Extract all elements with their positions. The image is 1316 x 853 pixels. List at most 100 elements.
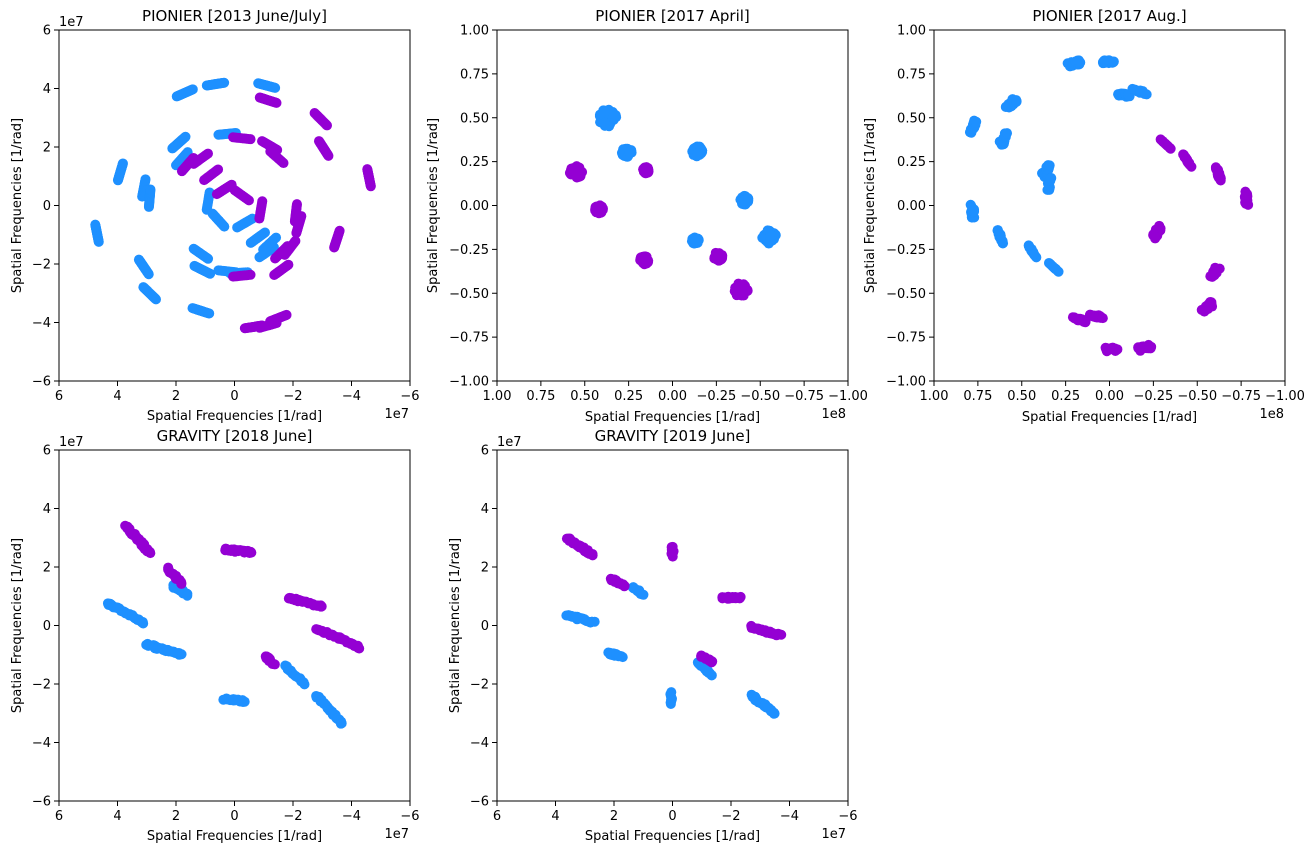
x-axis-exponent: 1e7 bbox=[821, 827, 846, 842]
y-tick-label: 6 bbox=[43, 24, 51, 39]
data-point-b bbox=[365, 181, 376, 192]
y-tick-label: −6 bbox=[32, 375, 51, 390]
data-point-a bbox=[180, 131, 191, 142]
data-point-b bbox=[291, 227, 302, 238]
x-tick-label: −2 bbox=[283, 809, 302, 824]
data-point-b bbox=[641, 257, 652, 268]
y-tick-label: −4 bbox=[32, 736, 51, 751]
y-tick-label: 1.00 bbox=[897, 24, 926, 39]
data-point-b bbox=[270, 253, 281, 264]
x-axis-exponent: 1e7 bbox=[384, 407, 409, 422]
y-axis-exponent: 1e7 bbox=[497, 435, 522, 450]
y-tick-label: 1.00 bbox=[460, 24, 489, 39]
data-point-a bbox=[1011, 95, 1022, 106]
y-tick-label: 0.75 bbox=[897, 67, 926, 82]
y-tick-label: −1.00 bbox=[449, 375, 489, 390]
x-tick-label: 0.25 bbox=[614, 389, 643, 404]
data-point-a bbox=[765, 234, 776, 245]
data-point-a bbox=[638, 589, 649, 600]
y-tick-label: −1.00 bbox=[886, 375, 926, 390]
data-point-b bbox=[1186, 161, 1197, 172]
x-tick-label: −0.50 bbox=[1177, 389, 1217, 404]
x-axis-label: Spatial Frequencies [1/rad] bbox=[147, 409, 322, 424]
data-point-a bbox=[207, 208, 218, 219]
data-point-a bbox=[138, 282, 149, 293]
panel-title: PIONIER [2017 Aug.] bbox=[1032, 7, 1186, 25]
y-tick-label: 0.50 bbox=[897, 111, 926, 126]
data-point-b bbox=[711, 248, 722, 259]
y-axis-label: Spatial Frequencies [1/rad] bbox=[448, 538, 463, 713]
data-points bbox=[90, 77, 376, 334]
x-tick-label: 4 bbox=[113, 809, 121, 824]
data-point-a bbox=[188, 243, 199, 254]
x-tick-label: −0.75 bbox=[784, 389, 824, 404]
axis-ticks: 6 4 2 0 −2 −4 −6 −6 −4 −2 0 2 4 6 bbox=[32, 444, 420, 825]
data-point-b bbox=[323, 150, 334, 161]
y-axis-label: Spatial Frequencies [1/rad] bbox=[10, 118, 25, 293]
data-point-a bbox=[176, 649, 187, 660]
y-axis-exponent: 1e7 bbox=[59, 15, 84, 30]
y-tick-label: −4 bbox=[32, 316, 51, 331]
data-point-a bbox=[992, 225, 1003, 236]
data-point-b bbox=[202, 148, 213, 159]
y-tick-label: −2 bbox=[470, 678, 489, 693]
data-point-a bbox=[182, 590, 193, 601]
data-point-a bbox=[187, 84, 198, 95]
y-tick-label: −2 bbox=[32, 678, 51, 693]
data-point-a bbox=[258, 244, 269, 255]
panel-title: PIONIER [2017 April] bbox=[595, 7, 750, 25]
y-tick-label: −0.50 bbox=[449, 287, 489, 302]
x-tick-label: −4 bbox=[342, 389, 361, 404]
x-axis-label: Spatial Frequencies [1/rad] bbox=[147, 829, 322, 844]
y-tick-label: −0.75 bbox=[886, 331, 926, 346]
x-tick-label: 2 bbox=[610, 809, 618, 824]
x-tick-label: 0.75 bbox=[526, 389, 555, 404]
x-tick-label: −4 bbox=[342, 809, 361, 824]
panel-pionier-2013: PIONIER [2013 June/July] 6 4 2 0 −2 −4 −6 −6 −4 −… bbox=[10, 7, 420, 424]
x-axis-exponent: 1e8 bbox=[1259, 407, 1284, 422]
data-point-b bbox=[246, 547, 257, 558]
y-axis-label: Spatial Frequencies [1/rad] bbox=[863, 118, 878, 293]
data-point-b bbox=[213, 164, 224, 175]
data-point-a bbox=[1141, 89, 1152, 100]
x-tick-label: −0.75 bbox=[1221, 389, 1261, 404]
data-point-a bbox=[299, 679, 310, 690]
data-point-a bbox=[739, 195, 750, 206]
y-tick-label: −0.50 bbox=[886, 287, 926, 302]
panel-pionier-2017-april: PIONIER [2017 April] 1.00 0.75 0.50 0.25 0.0… bbox=[426, 7, 868, 425]
x-tick-label: 6 bbox=[55, 389, 63, 404]
data-point-b bbox=[254, 322, 265, 333]
data-point-b bbox=[278, 158, 289, 169]
x-axis-label: Spatial Frequencies [1/rad] bbox=[585, 410, 760, 425]
data-point-b bbox=[176, 578, 187, 589]
y-axis-exponent: 1e7 bbox=[59, 435, 84, 450]
axis-ticks: 1.00 0.75 0.50 0.25 0.00 −0.25 −0.50 −0.75 −1.00… bbox=[449, 24, 868, 405]
data-point-a bbox=[254, 252, 265, 263]
x-tick-label: 4 bbox=[551, 809, 559, 824]
x-axis-exponent: 1e8 bbox=[821, 407, 846, 422]
data-point-b bbox=[239, 323, 250, 334]
x-axis-label: Spatial Frequencies [1/rad] bbox=[1022, 410, 1197, 425]
y-axis-label: Spatial Frequencies [1/rad] bbox=[426, 118, 441, 293]
data-point-a bbox=[270, 82, 281, 93]
data-point-a bbox=[187, 303, 198, 314]
data-point-a bbox=[617, 652, 628, 663]
x-tick-label: −4 bbox=[780, 809, 799, 824]
data-point-a bbox=[589, 616, 600, 627]
x-tick-label: 2 bbox=[172, 389, 180, 404]
data-point-b bbox=[265, 316, 276, 327]
data-point-b bbox=[730, 282, 741, 293]
data-point-b bbox=[643, 164, 654, 175]
data-point-a bbox=[133, 254, 144, 265]
y-tick-label: 0 bbox=[481, 619, 489, 634]
data-point-a bbox=[219, 77, 230, 88]
data-point-b bbox=[243, 195, 254, 206]
x-tick-label: −0.50 bbox=[740, 389, 780, 404]
data-point-a bbox=[245, 237, 256, 248]
data-point-b bbox=[329, 242, 340, 253]
data-point-b bbox=[667, 551, 678, 562]
panel-title: GRAVITY [2018 June] bbox=[157, 427, 313, 445]
panel-title: PIONIER [2013 June/July] bbox=[142, 7, 327, 25]
data-point-b bbox=[1164, 142, 1175, 153]
